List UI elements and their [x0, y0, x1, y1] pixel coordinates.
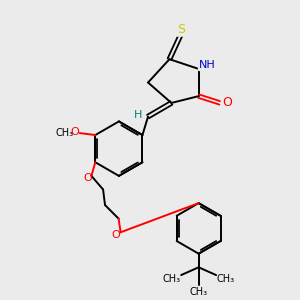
Text: H: H — [134, 110, 142, 120]
Text: CH₃: CH₃ — [190, 286, 208, 297]
Text: CH₃: CH₃ — [217, 274, 235, 284]
Text: NH: NH — [199, 60, 216, 70]
Text: O: O — [222, 96, 232, 110]
Text: O: O — [111, 230, 120, 240]
Text: S: S — [177, 22, 185, 35]
Text: O: O — [70, 127, 79, 137]
Text: O: O — [83, 173, 92, 183]
Text: CH₃: CH₃ — [55, 128, 73, 138]
Text: CH₃: CH₃ — [162, 274, 181, 284]
